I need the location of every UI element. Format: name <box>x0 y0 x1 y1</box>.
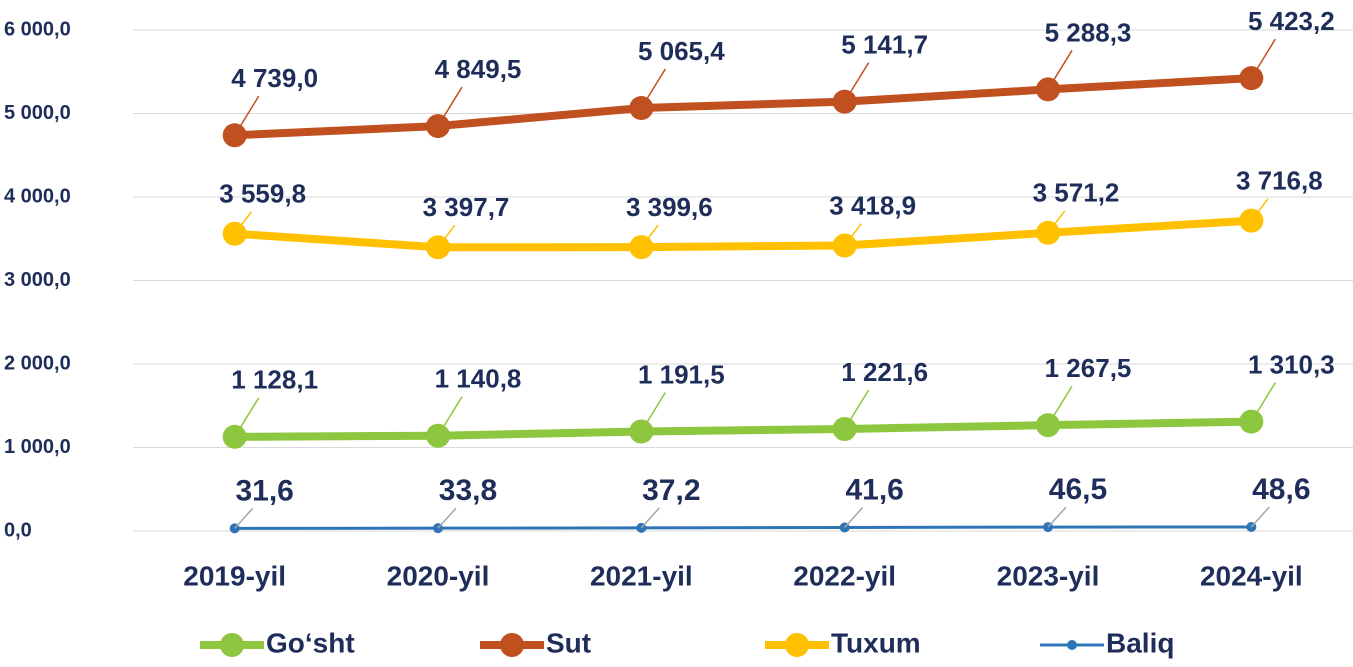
data-label: 3 716,8 <box>1236 166 1323 196</box>
data-label: 48,6 <box>1252 473 1310 506</box>
y-tick-label: 2 000,0 <box>4 352 71 374</box>
leader-line <box>640 68 666 109</box>
marker <box>629 235 654 260</box>
leader-line <box>844 389 870 430</box>
y-tick-label: 1 000,0 <box>4 436 71 458</box>
y-tick-label: 0,0 <box>4 519 32 541</box>
data-label: 3 559,8 <box>219 179 306 209</box>
series-line <box>234 216 1252 252</box>
data-label: 46,5 <box>1049 473 1107 506</box>
leader-line <box>1250 506 1270 528</box>
series-line <box>234 417 1252 441</box>
legend-label: Tuxum <box>831 627 921 658</box>
leader-line <box>640 224 659 248</box>
data-label: 5 288,3 <box>1045 17 1132 47</box>
data-label: 41,6 <box>845 473 903 506</box>
x-tick-label: 2024-yil <box>1200 560 1303 591</box>
legend-label: Go‘sht <box>266 627 355 658</box>
data-label: 1 221,6 <box>841 357 928 387</box>
data-label: 31,6 <box>235 474 293 507</box>
y-tick-label: 4 000,0 <box>4 185 71 207</box>
y-tick-label: 5 000,0 <box>4 102 71 124</box>
data-label: 4 849,5 <box>435 54 522 84</box>
data-label: 33,8 <box>439 474 497 507</box>
leader-line <box>844 223 863 246</box>
leader-line <box>844 62 870 103</box>
x-tick-label: 2023-yil <box>997 560 1100 591</box>
x-tick-label: 2019-yil <box>183 560 286 591</box>
leader-line <box>640 392 666 432</box>
x-tick-label: 2021-yil <box>590 560 693 591</box>
data-label: 1 310,3 <box>1248 349 1335 379</box>
leader-line <box>640 507 660 529</box>
leader-line <box>1250 198 1269 222</box>
data-label: 5 065,4 <box>638 36 725 66</box>
data-label: 3 399,6 <box>626 192 713 222</box>
leader-line <box>1250 38 1276 79</box>
leader-line <box>437 86 463 127</box>
leader-line <box>437 396 463 437</box>
leader-line <box>437 224 456 248</box>
data-label: 1 128,1 <box>231 365 318 395</box>
data-label: 3 418,9 <box>829 190 916 220</box>
leader-line <box>234 211 253 235</box>
data-label: 5 141,7 <box>841 30 928 60</box>
x-tick-label: 2022-yil <box>793 560 896 591</box>
data-label: 5 423,2 <box>1248 6 1335 36</box>
data-label: 3 397,7 <box>423 192 510 222</box>
y-tick-label: 6 000,0 <box>4 18 71 40</box>
data-label: 1 191,5 <box>638 359 725 389</box>
leader-line <box>844 507 864 529</box>
y-tick-label: 3 000,0 <box>4 269 71 291</box>
legend-label: Sut <box>546 627 591 658</box>
leader-line <box>437 507 457 529</box>
x-tick-label: 2020-yil <box>387 560 490 591</box>
leader-line <box>234 507 254 529</box>
leader-line <box>1047 506 1067 528</box>
leader-line <box>234 397 260 438</box>
series-line <box>234 74 1252 140</box>
series-line <box>234 525 1252 530</box>
leader-line <box>1047 50 1073 90</box>
legend-marker <box>500 633 524 657</box>
leader-line <box>1250 382 1276 422</box>
legend-marker <box>785 633 809 657</box>
data-label: 1 140,8 <box>435 364 522 394</box>
data-label: 37,2 <box>642 474 700 507</box>
legend-label: Baliq <box>1106 627 1174 658</box>
leader-line <box>1047 385 1073 426</box>
legend-marker <box>1067 640 1077 650</box>
leader-line <box>234 95 260 136</box>
data-label: 1 267,5 <box>1045 353 1132 383</box>
data-label: 4 739,0 <box>231 63 318 93</box>
legend-marker <box>220 633 244 657</box>
data-label: 3 571,2 <box>1033 178 1120 208</box>
leader-line <box>1047 210 1066 234</box>
